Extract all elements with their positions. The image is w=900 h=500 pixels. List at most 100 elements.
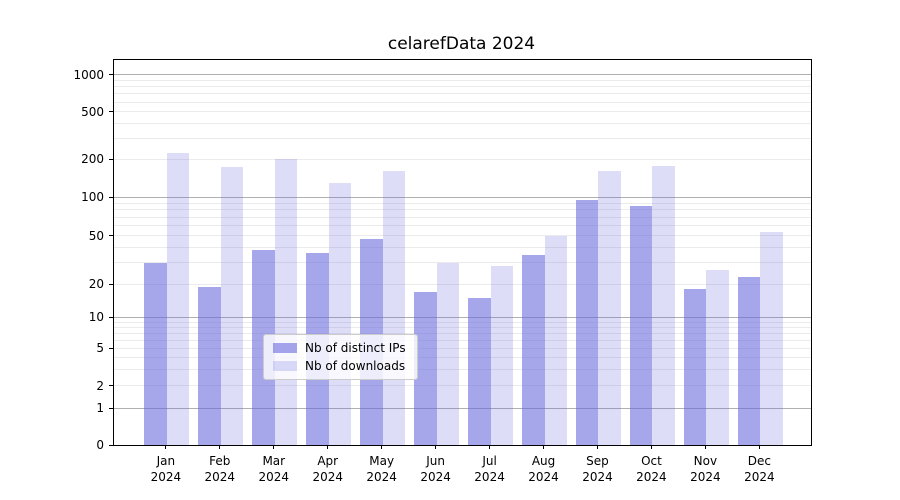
gridline-minor-4 <box>114 357 811 359</box>
bar-distinct-ips-nov <box>683 289 707 445</box>
y-tick-mark-2 <box>109 385 113 387</box>
x-tick-label-year: 2024 <box>474 470 505 484</box>
gridline-minor-7 <box>114 332 811 334</box>
bar-downloads-mar <box>274 159 298 445</box>
bar-distinct-ips-aug <box>522 254 545 445</box>
y-tick-label-200: 200 <box>81 152 104 167</box>
y-tick-label-0: 0 <box>96 438 104 452</box>
gridline-minor-5 <box>114 347 811 349</box>
x-tick-label-year: 2024 <box>582 470 613 484</box>
x-tick-label-year: 2024 <box>312 470 343 484</box>
y-tick-mark-50 <box>109 235 113 237</box>
gridline-minor-70 <box>114 216 811 218</box>
y-tick-label-500: 500 <box>81 104 104 119</box>
gridline-minor-50 <box>114 235 811 237</box>
y-tick-label-50: 50 <box>88 228 104 243</box>
chart-title: celarefData 2024 <box>387 34 536 54</box>
bar-distinct-ips-sep <box>575 200 599 445</box>
bar-downloads-jun <box>436 262 460 445</box>
legend-label-downloads: Nb of downloads <box>305 359 406 373</box>
x-tick-label-month: Nov <box>693 454 718 468</box>
x-tick-mark-sep <box>596 445 598 449</box>
legend-label-distinct-ips: Nb of distinct IPs <box>305 341 406 355</box>
gridline-minor-30 <box>114 262 811 264</box>
gridline-major-10 <box>114 316 811 318</box>
gridline-major-1 <box>114 407 811 409</box>
x-tick-label-year: 2024 <box>150 470 182 484</box>
gridline-minor-9 <box>114 321 811 323</box>
y-tick-label-20: 20 <box>88 277 104 292</box>
bar-distinct-ips-jan <box>144 262 167 445</box>
x-tick-label-jun: Jun 2024 <box>404 453 468 485</box>
x-tick-label-month: Aug <box>531 454 556 468</box>
y-tick-mark-0 <box>109 444 113 446</box>
legend-item-downloads: Nb of downloads <box>273 359 406 373</box>
y-tick-label-1000: 1000 <box>73 67 104 82</box>
bar-distinct-ips-jun <box>414 291 437 445</box>
x-tick-label-mar: Mar 2024 <box>242 453 306 485</box>
gridline-minor-800 <box>114 86 811 88</box>
gridline-major-100 <box>114 196 811 198</box>
y-tick-mark-20 <box>109 283 113 285</box>
legend: Nb of distinct IPs Nb of downloads <box>263 334 418 380</box>
x-tick-mark-jul <box>489 445 491 449</box>
bar-distinct-ips-jul <box>468 297 491 445</box>
x-tick-label-nov: Nov 2024 <box>673 453 737 485</box>
bar-downloads-aug <box>544 235 568 445</box>
x-tick-label-month: Jul <box>482 454 497 468</box>
x-tick-label-year: 2024 <box>528 470 559 484</box>
x-tick-mark-aug <box>543 445 545 449</box>
bar-downloads-feb <box>220 167 244 445</box>
x-tick-label-year: 2024 <box>204 470 236 484</box>
bar-distinct-ips-oct <box>629 205 653 445</box>
bar-downloads-oct <box>652 166 675 445</box>
y-tick-label-2: 2 <box>96 378 104 393</box>
bar-downloads-dec <box>760 231 783 445</box>
bar-distinct-ips-dec <box>737 276 761 445</box>
x-tick-label-may: May 2024 <box>350 453 414 485</box>
x-tick-mark-mar <box>273 445 275 449</box>
gridline-minor-3 <box>114 368 811 370</box>
bar-distinct-ips-feb <box>198 286 221 445</box>
gridline-minor-900 <box>114 79 811 81</box>
bar-downloads-jul <box>490 266 514 445</box>
x-tick-label-aug: Aug 2024 <box>512 453 576 485</box>
x-tick-mark-apr <box>327 445 329 449</box>
x-tick-label-month: Dec <box>747 454 771 468</box>
bar-downloads-sep <box>598 171 621 445</box>
x-tick-mark-jan <box>165 445 167 449</box>
gridline-minor-20 <box>114 283 811 285</box>
y-tick-mark-10 <box>109 316 113 318</box>
x-tick-label-jul: Jul 2024 <box>458 453 522 485</box>
x-tick-label-month: May <box>369 454 395 468</box>
legend-item-distinct-ips: Nb of distinct IPs <box>273 341 406 355</box>
x-tick-mark-dec <box>758 445 760 449</box>
gridline-minor-500 <box>114 111 811 113</box>
x-tick-label-year: 2024 <box>420 470 451 484</box>
y-tick-mark-1000 <box>109 74 113 76</box>
y-tick-label-10: 10 <box>88 310 104 325</box>
x-tick-label-year: 2024 <box>690 470 721 484</box>
x-tick-label-year: 2024 <box>744 470 775 484</box>
y-tick-mark-500 <box>109 111 113 113</box>
gridline-minor-8 <box>114 326 811 328</box>
legend-swatch-distinct-ips <box>273 343 297 353</box>
y-tick-label-1: 1 <box>96 401 104 416</box>
gridline-minor-700 <box>114 93 811 95</box>
gridline-major-1000 <box>114 74 811 76</box>
x-tick-label-apr: Apr 2024 <box>296 453 360 485</box>
y-tick-mark-100 <box>109 196 113 198</box>
y-tick-mark-5 <box>109 347 113 349</box>
x-tick-mark-jun <box>435 445 437 449</box>
x-tick-label-dec: Dec 2024 <box>727 453 791 485</box>
x-tick-label-jan: Jan 2024 <box>134 453 198 485</box>
bar-downloads-nov <box>706 270 729 445</box>
x-tick-label-sep: Sep 2024 <box>565 453 629 485</box>
gridline-minor-200 <box>114 158 811 160</box>
gridline-minor-2 <box>114 385 811 387</box>
gridline-minor-90 <box>114 202 811 204</box>
gridline-minor-6 <box>114 339 811 341</box>
x-tick-label-month: Mar <box>262 454 286 468</box>
gridline-minor-300 <box>114 137 811 139</box>
x-tick-label-month: Jan <box>156 454 176 468</box>
